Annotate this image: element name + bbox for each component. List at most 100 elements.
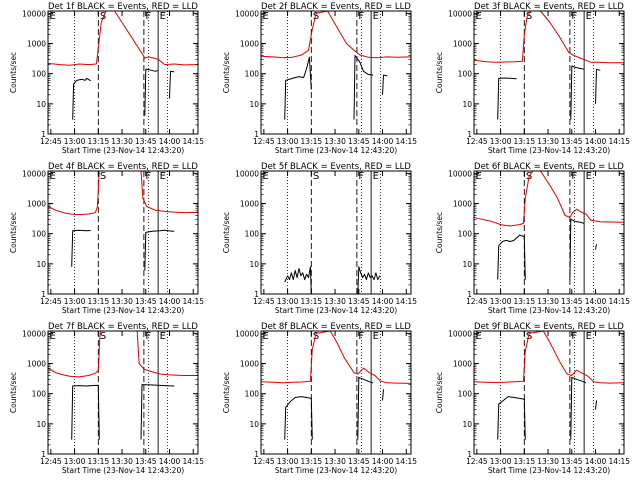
event-marker-label: E: [586, 171, 592, 182]
x-tick-label: 13:00: [64, 137, 86, 146]
y-tick-label: 100: [458, 230, 473, 239]
x-tick-label: 13:15: [88, 457, 110, 466]
y-tick-label: 1: [41, 130, 46, 139]
x-tick-label: 13:45: [561, 137, 583, 146]
event-marker-label: E: [373, 331, 379, 342]
y-tick-label: 1: [467, 130, 472, 139]
y-tick-label: 10: [36, 420, 46, 429]
x-axis-label: Start Time (23-Nov-14 12:43:20): [488, 146, 610, 155]
x-axis-label: Start Time (23-Nov-14 12:43:20): [275, 466, 397, 475]
event-marker-label: S: [313, 331, 319, 342]
x-tick-label: 13:15: [514, 297, 536, 306]
y-tick-label: 1000: [27, 200, 46, 209]
x-tick-label: 13:45: [135, 297, 157, 306]
y-tick-label: 100: [245, 230, 260, 239]
x-tick-label: 13:45: [561, 457, 583, 466]
series-line-events: [284, 266, 381, 295]
event-marker-label: E: [50, 11, 56, 22]
y-tick-label: 100: [245, 70, 260, 79]
y-tick-label: 1000: [240, 360, 259, 369]
x-tick-label: 13:30: [537, 297, 559, 306]
x-tick-label: 14:00: [372, 297, 394, 306]
x-tick-label: 13:15: [88, 137, 110, 146]
x-tick-label: 14:00: [585, 457, 607, 466]
event-marker-label: E: [263, 171, 269, 182]
event-marker-label: S: [526, 331, 532, 342]
series-line-lld: [47, 170, 199, 216]
event-marker-label: E: [160, 11, 166, 22]
x-tick-label: 13:30: [537, 457, 559, 466]
y-tick-label: 10000: [235, 329, 259, 338]
event-marker-label: E: [50, 331, 56, 342]
series-line-events: [284, 55, 388, 120]
event-marker-label: E: [373, 11, 379, 22]
y-tick-label: 100: [32, 70, 47, 79]
chart-title: Det 1f BLACK = Events, RED = LLD: [48, 2, 198, 12]
y-axis-label: Counts/sec: [222, 372, 231, 413]
x-tick-label: 13:30: [537, 137, 559, 146]
plot-frame: [260, 10, 412, 135]
plot-frame: [47, 170, 199, 295]
x-tick-label: 14:00: [159, 137, 181, 146]
plot-frame: [260, 330, 412, 455]
event-marker-label: S: [313, 171, 319, 182]
y-tick-label: 1000: [27, 360, 46, 369]
y-tick-label: 10000: [235, 9, 259, 18]
x-tick-label: 13:15: [514, 457, 536, 466]
event-marker-label: E: [160, 331, 166, 342]
y-tick-label: 1: [254, 290, 259, 299]
x-tick-label: 12:45: [40, 457, 62, 466]
x-tick-label: 14:15: [395, 457, 417, 466]
y-axis-label: Counts/sec: [9, 372, 18, 413]
y-tick-label: 10000: [22, 169, 46, 178]
y-tick-label: 1000: [453, 360, 472, 369]
event-marker-label: F: [358, 171, 364, 182]
x-tick-label: 13:00: [490, 137, 512, 146]
plot-frame: [47, 10, 199, 135]
y-tick-label: 1: [254, 130, 259, 139]
event-marker-label: E: [50, 171, 56, 182]
y-tick-label: 1000: [27, 40, 46, 49]
x-tick-label: 14:15: [182, 457, 204, 466]
event-marker-label: F: [571, 331, 577, 342]
event-marker-label: S: [526, 11, 532, 22]
x-tick-label: 12:45: [40, 137, 62, 146]
y-axis-label: Counts/sec: [435, 52, 444, 93]
y-tick-label: 10: [249, 100, 259, 109]
y-tick-label: 10000: [448, 329, 472, 338]
y-tick-label: 10: [462, 260, 472, 269]
y-tick-label: 10: [36, 100, 46, 109]
x-tick-label: 14:15: [395, 297, 417, 306]
x-axis-label: Start Time (23-Nov-14 12:43:20): [275, 146, 397, 155]
y-tick-label: 10: [249, 420, 259, 429]
x-tick-label: 12:45: [40, 297, 62, 306]
x-tick-label: 13:45: [135, 457, 157, 466]
y-tick-label: 10000: [235, 169, 259, 178]
plot-frame: [473, 330, 625, 455]
event-marker-label: S: [100, 11, 106, 22]
y-tick-label: 10000: [448, 169, 472, 178]
y-axis-label: Counts/sec: [435, 372, 444, 413]
x-tick-label: 14:00: [585, 297, 607, 306]
x-tick-label: 14:00: [372, 457, 394, 466]
event-marker-label: F: [571, 11, 577, 22]
event-marker-label: S: [313, 11, 319, 22]
event-marker-label: E: [373, 171, 379, 182]
event-marker-label: E: [586, 11, 592, 22]
series-line-lld: [260, 330, 412, 384]
series-line-lld: [473, 170, 625, 227]
chart-title: Det 5f BLACK = Events, RED = LLD: [261, 162, 411, 172]
x-tick-label: 13:45: [348, 297, 370, 306]
series-line-lld: [260, 10, 412, 59]
series-line-events: [497, 65, 601, 120]
y-tick-label: 10: [249, 260, 259, 269]
y-tick-label: 1000: [240, 200, 259, 209]
x-tick-label: 13:00: [64, 297, 86, 306]
y-tick-label: 10000: [448, 9, 472, 18]
